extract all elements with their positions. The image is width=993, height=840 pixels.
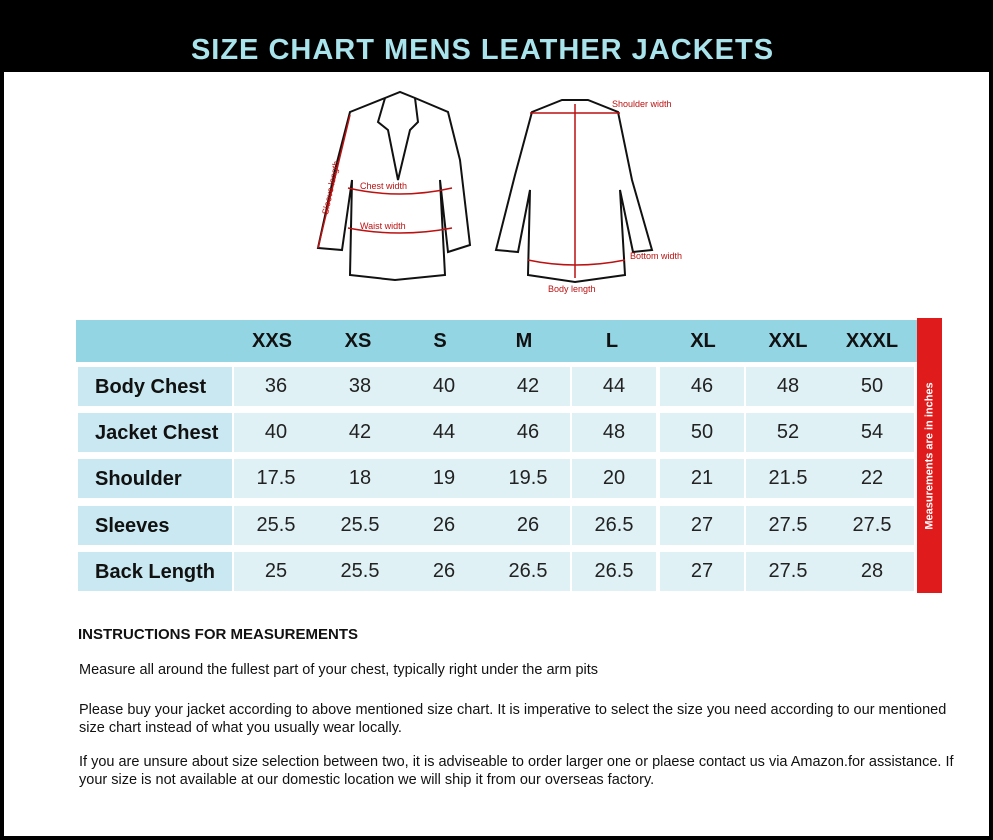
- table-cell: 26.5: [572, 506, 656, 545]
- size-header: S: [433, 330, 447, 352]
- table-cell: 17.5: [234, 459, 318, 498]
- size-header: M: [515, 330, 533, 352]
- jacket-front-drawing: [316, 90, 472, 282]
- body-length-label: Body length: [548, 284, 596, 294]
- instruction-paragraph: Measure all around the fullest part of y…: [79, 662, 599, 678]
- table-row: Shoulder 17.5 18 19 19.5 20 21 21.5 22: [76, 457, 918, 500]
- size-header: XXS: [251, 330, 293, 352]
- table-cell: 27.5: [746, 552, 830, 591]
- row-label: Jacket Chest: [78, 413, 232, 452]
- table-cell: 20: [572, 459, 656, 498]
- row-label: Back Length: [78, 552, 232, 591]
- row-label: Body Chest: [78, 367, 232, 406]
- jacket-back-drawing: [494, 99, 654, 284]
- table-row: Sleeves 25.5 25.5 26 26 26.5 27 27.5 27.5: [76, 504, 918, 547]
- table-cell: 19: [402, 459, 486, 498]
- bottom-width-label: Bottom width: [630, 251, 682, 261]
- size-header-row: XXS XS S M L XL XXL XXXL: [76, 320, 918, 362]
- table-cell: 50: [660, 413, 744, 452]
- size-header: XXXL: [845, 330, 899, 352]
- table-cell: 22: [830, 459, 914, 498]
- instructions-heading: INSTRUCTIONS FOR MEASUREMENTS: [78, 626, 359, 643]
- table-cell: 19.5: [486, 459, 570, 498]
- table-cell: 52: [746, 413, 830, 452]
- table-cell: 38: [318, 367, 402, 406]
- size-header: XXL: [768, 330, 808, 352]
- chest-width-label: Chest width: [360, 181, 407, 191]
- table-cell: 25.5: [318, 506, 402, 545]
- size-header: L: [605, 330, 619, 352]
- sleeve-length-label: Sleeve length: [320, 160, 341, 215]
- table-cell: 26: [486, 506, 570, 545]
- table-cell: 25.5: [234, 506, 318, 545]
- table-cell: 50: [830, 367, 914, 406]
- table-cell: 48: [746, 367, 830, 406]
- table-cell: 36: [234, 367, 318, 406]
- table-cell: 21: [660, 459, 744, 498]
- row-label: Sleeves: [78, 506, 232, 545]
- table-cell: 25.5: [318, 552, 402, 591]
- jacket-diagram: Chest width Waist width Shoulder width B…: [316, 90, 682, 294]
- table-cell: 40: [234, 413, 318, 452]
- table-cell: 26.5: [486, 552, 570, 591]
- title-bar: [0, 0, 993, 72]
- instruction-paragraph: Please buy your jacket according to abov…: [79, 702, 947, 736]
- units-side-bar: [917, 318, 942, 593]
- table-cell: 27.5: [830, 506, 914, 545]
- table-cell: 18: [318, 459, 402, 498]
- units-note: Measurements are in inches: [923, 381, 936, 530]
- table-cell: 25: [234, 552, 318, 591]
- table-cell: 44: [572, 367, 656, 406]
- table-row: Jacket Chest 40 42 44 46 48 50 52 54: [76, 411, 918, 454]
- waist-width-label: Waist width: [360, 221, 406, 231]
- table-cell: 27: [660, 506, 744, 545]
- table-cell: 44: [402, 413, 486, 452]
- table-cell: 26.5: [572, 552, 656, 591]
- table-cell: 40: [402, 367, 486, 406]
- row-label: Shoulder: [78, 459, 232, 498]
- table-cell: 28: [830, 552, 914, 591]
- measure-lines: [317, 104, 626, 278]
- table-cell: 27.5: [746, 506, 830, 545]
- size-header: XL: [690, 330, 716, 352]
- page-title: SIZE CHART MENS LEATHER JACKETS: [190, 34, 775, 66]
- table-cell: 27: [660, 552, 744, 591]
- table-cell: 26: [402, 506, 486, 545]
- table-row: Back Length 25 25.5 26 26.5 26.5 27 27.5 28: [76, 550, 918, 593]
- table-cell: 26: [402, 552, 486, 591]
- table-cell: 48: [572, 413, 656, 452]
- table-cell: 54: [830, 413, 914, 452]
- table-cell: 46: [486, 413, 570, 452]
- table-cell: 21.5: [746, 459, 830, 498]
- size-header: XS: [344, 330, 372, 352]
- table-row: Body Chest 36 38 40 42 44 46 48 50: [76, 365, 918, 408]
- instruction-paragraph: If you are unsure about size selection b…: [79, 754, 954, 788]
- shoulder-width-label: Shoulder width: [612, 99, 672, 109]
- table-cell: 42: [486, 367, 570, 406]
- table-cell: 42: [318, 413, 402, 452]
- table-cell: 46: [660, 367, 744, 406]
